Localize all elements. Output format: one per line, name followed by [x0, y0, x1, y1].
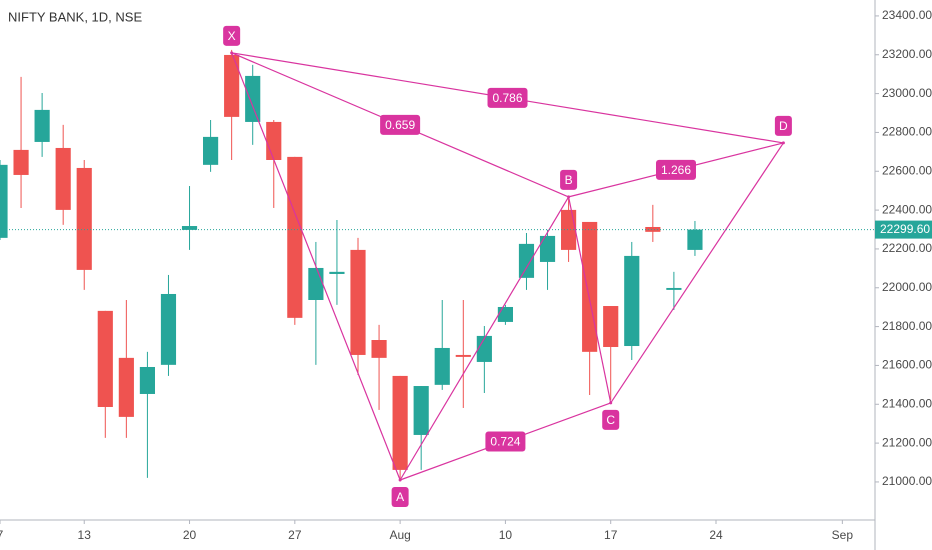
candle-body [350, 249, 366, 355]
ratio-label: 1.266 [661, 163, 691, 177]
pattern-line [231, 52, 401, 481]
candle-body [413, 386, 429, 435]
candle-body [224, 54, 240, 117]
y-tick-label: 22800.00 [882, 125, 932, 139]
ratio-label-box [380, 114, 421, 135]
ratio-label: 0.724 [490, 435, 520, 449]
pattern-point [398, 478, 402, 482]
pattern-point-label: C [606, 413, 615, 427]
y-tick-label: 21400.00 [882, 396, 932, 410]
pattern-point-label-box [223, 25, 241, 46]
chart-title: NIFTY BANK, 1D, NSE [8, 9, 142, 24]
candle-body [645, 226, 661, 232]
candle-body [118, 357, 134, 417]
candle-body [55, 147, 71, 210]
candle-body [139, 366, 155, 394]
pattern-point [567, 195, 571, 199]
last-price-tag [875, 220, 932, 239]
x-tick-label: 24 [709, 528, 723, 542]
candle-body [34, 109, 50, 142]
x-tick-label: 20 [183, 528, 197, 542]
y-tick-label: 23400.00 [882, 8, 932, 22]
candle-body [0, 164, 8, 238]
pattern-point-label-box [774, 115, 792, 136]
pattern-point-label-box [391, 487, 409, 507]
candle-body [97, 310, 113, 407]
candle-body [497, 306, 513, 322]
last-price-label: 22299.60 [880, 222, 930, 236]
pattern-point-label-box [602, 409, 620, 430]
pattern-line [610, 142, 784, 404]
x-tick-label: 27 [288, 528, 302, 542]
x-tick-label: 10 [499, 528, 513, 542]
candle-body [76, 167, 92, 270]
candle-body [603, 306, 619, 347]
ratio-label-box [485, 431, 526, 452]
candle-body [181, 226, 198, 230]
candle-body [561, 209, 577, 250]
candle-body [203, 136, 219, 165]
y-tick-label: 21000.00 [882, 474, 932, 488]
candle-body [476, 335, 492, 362]
candle-body [392, 375, 408, 470]
candle-body [666, 287, 682, 290]
candle-body [329, 271, 345, 274]
x-tick-label: Sep [832, 528, 854, 542]
candle-body [160, 293, 177, 365]
y-tick-label: 21800.00 [882, 319, 932, 333]
candle-body [434, 347, 450, 385]
x-tick-label: 17 [604, 528, 618, 542]
pattern-point [230, 51, 234, 55]
candle-body [518, 243, 535, 278]
pattern-point-label: B [565, 173, 573, 187]
y-tick-label: 22600.00 [882, 163, 932, 177]
candle-body [582, 221, 598, 352]
candle-body [455, 354, 471, 357]
pattern-line [399, 196, 570, 481]
candle-body [308, 267, 324, 300]
ratio-label-box [655, 159, 696, 180]
ratio-label: 0.786 [493, 91, 523, 105]
candle-body [287, 156, 303, 318]
y-tick-label: 21600.00 [882, 358, 932, 372]
pattern-line [568, 196, 612, 404]
candle-body [266, 121, 282, 160]
candle-body [539, 235, 556, 262]
candle-body [687, 229, 703, 250]
y-tick-label: 22000.00 [882, 280, 932, 294]
y-tick-label: 22400.00 [882, 202, 932, 216]
plot-area [0, 49, 784, 481]
candle-body [624, 255, 640, 347]
x-tick-label: 7 [0, 528, 4, 542]
ratio-label-box [487, 87, 528, 108]
candle-body [245, 75, 261, 122]
y-tick-label: 21200.00 [882, 435, 932, 449]
x-tick-label: Aug [389, 528, 410, 542]
pattern-point-label: A [396, 490, 404, 504]
pattern-point [609, 401, 613, 405]
candle-body [371, 340, 387, 358]
y-tick-label: 23000.00 [882, 86, 932, 100]
ratio-label: 0.659 [385, 118, 415, 132]
pattern-point [781, 141, 785, 145]
pattern-point-label: X [228, 29, 236, 43]
y-tick-label: 23200.00 [882, 47, 932, 61]
candle-body [13, 149, 29, 175]
pattern-point-label-box [560, 169, 578, 190]
pattern-point-label: D [779, 119, 788, 133]
y-tick-label: 22200.00 [882, 241, 932, 255]
x-tick-label: 13 [78, 528, 92, 542]
